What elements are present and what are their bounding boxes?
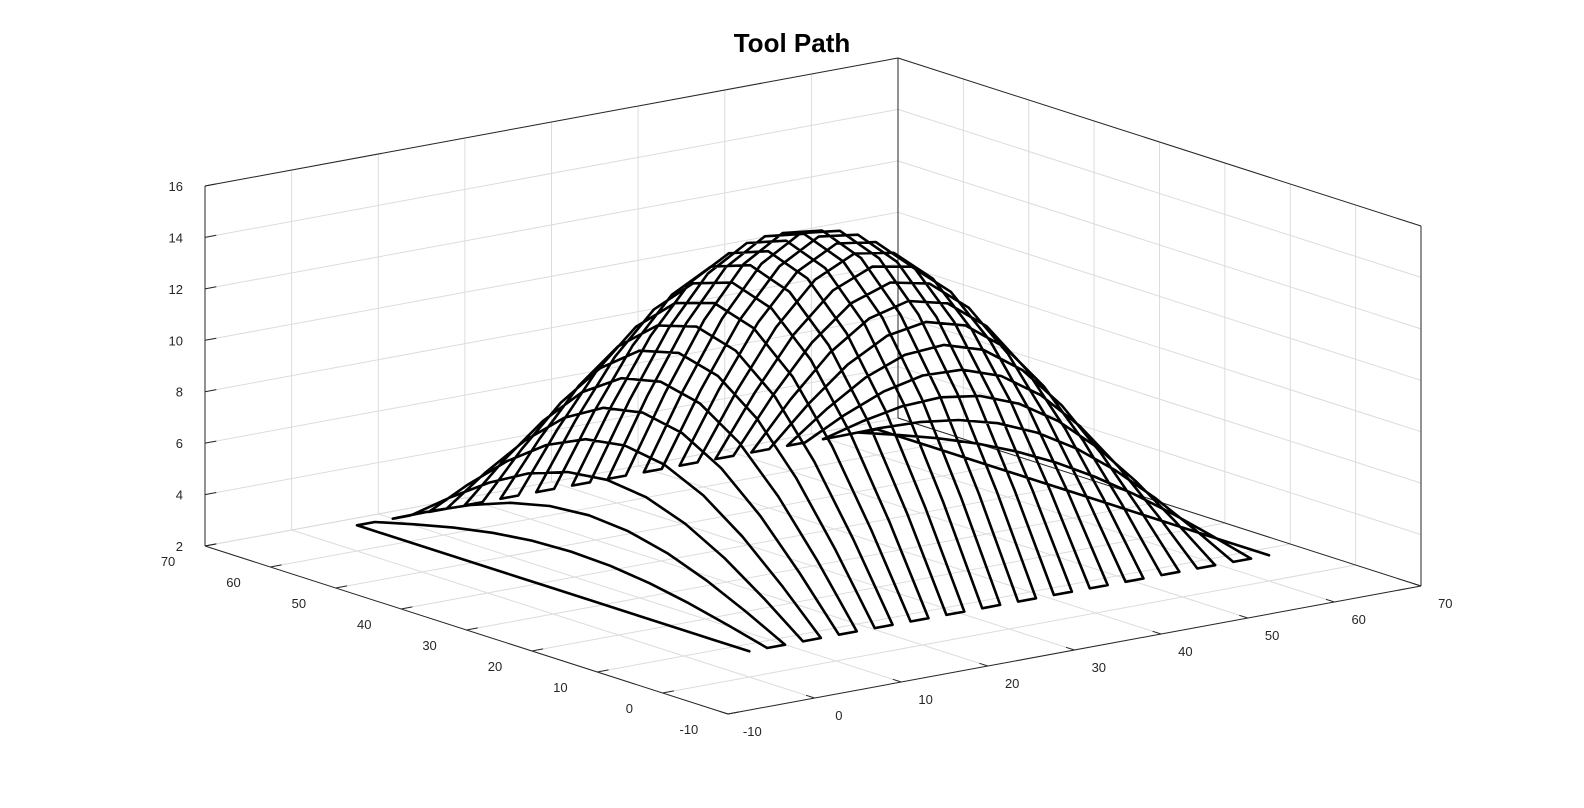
z-tick-label: 14 [169, 230, 183, 245]
x-tick-label: 60 [1351, 612, 1365, 627]
y-tick-mark [466, 627, 478, 631]
z-tick-mark [204, 492, 217, 496]
side-wall-gridline-z [897, 314, 1422, 484]
x-tick-label: 50 [1265, 628, 1279, 643]
side-wall-gridline-z [897, 160, 1422, 330]
back-wall-gridline-z [204, 366, 899, 496]
side-wall-gridline-z [897, 108, 1422, 278]
z-tick-label: 12 [169, 282, 183, 297]
y-tick-mark [401, 606, 413, 610]
back-wall-gridline-z [204, 417, 899, 547]
z-tick-mark [204, 389, 217, 393]
y-tick-mark [270, 564, 282, 568]
grid-layer [204, 57, 1422, 715]
back-wall-gridline-z [204, 314, 899, 444]
z-tick-mark [204, 337, 217, 341]
z-tick-label: 2 [176, 539, 183, 554]
y-tick-mark [335, 585, 348, 589]
x-tick-label: 40 [1178, 644, 1192, 659]
x-tick-mark [1239, 614, 1248, 619]
tool-path-line [355, 229, 1271, 653]
y-tick-label: 10 [553, 680, 567, 695]
x-tick-mark [892, 678, 902, 683]
z-tick-mark [204, 234, 217, 238]
side-wall-gridline-z [897, 211, 1422, 381]
y-tick-mark [727, 711, 740, 715]
x-tick-label: 20 [1005, 676, 1019, 691]
floor-gridline-y [466, 501, 1160, 631]
y-tick-label: 60 [226, 575, 240, 590]
back-wall-gridline-z [204, 263, 899, 393]
x-tick-label: 0 [835, 708, 842, 723]
axes-box [204, 57, 1422, 715]
z-tick-mark [204, 286, 217, 290]
x-tick-label: -10 [743, 724, 762, 739]
back-wall-gridline-z [204, 160, 899, 290]
z-tick-label: 6 [176, 436, 183, 451]
y-tick-mark [531, 648, 544, 652]
floor-gridline-y [531, 522, 1225, 652]
z-tick-label: 10 [169, 333, 183, 348]
x-tick-mark [805, 694, 815, 699]
back-wall-gridline-z [204, 108, 899, 238]
x-tick-mark [979, 662, 989, 667]
floor-gridline-y [662, 564, 1356, 694]
y-tick-label: 50 [292, 596, 306, 611]
x-tick-mark [1152, 630, 1162, 635]
z-tick-label: 16 [169, 179, 183, 194]
y-tick-mark [662, 690, 674, 694]
z-tick-label: 8 [176, 385, 183, 400]
x-tick-label: 10 [918, 692, 932, 707]
x-tick-label: 30 [1092, 660, 1106, 675]
side-wall-gridline-z [897, 263, 1422, 433]
side-top-edge [897, 57, 1422, 227]
chart-title: Tool Path [734, 28, 851, 58]
y-tick-label: -10 [680, 722, 699, 737]
x-tick-label: 70 [1438, 596, 1452, 611]
tick-labels: -10010203040506070-100102030405060702468… [161, 179, 1453, 739]
floor-gridline-y [270, 438, 964, 568]
back-top-edge [204, 57, 899, 187]
y-tick-mark [597, 669, 609, 673]
x-tick-mark [1325, 598, 1335, 603]
z-tick-mark [204, 440, 217, 444]
side-wall-gridline-z [897, 366, 1422, 536]
y-tick-label: 40 [357, 617, 371, 632]
z-tick-mark [204, 543, 217, 547]
z-tick-label: 4 [176, 488, 183, 503]
y-tick-label: 20 [488, 659, 502, 674]
y-tick-label: 70 [161, 554, 175, 569]
z-tick-mark [204, 183, 217, 187]
y-tick-label: 0 [626, 701, 633, 716]
x-tick-mark [1412, 582, 1422, 587]
tool-path-series [355, 229, 1271, 653]
y-tick-label: 30 [422, 638, 436, 653]
x-tick-mark [1065, 646, 1075, 651]
x-tick-mark [719, 710, 729, 715]
